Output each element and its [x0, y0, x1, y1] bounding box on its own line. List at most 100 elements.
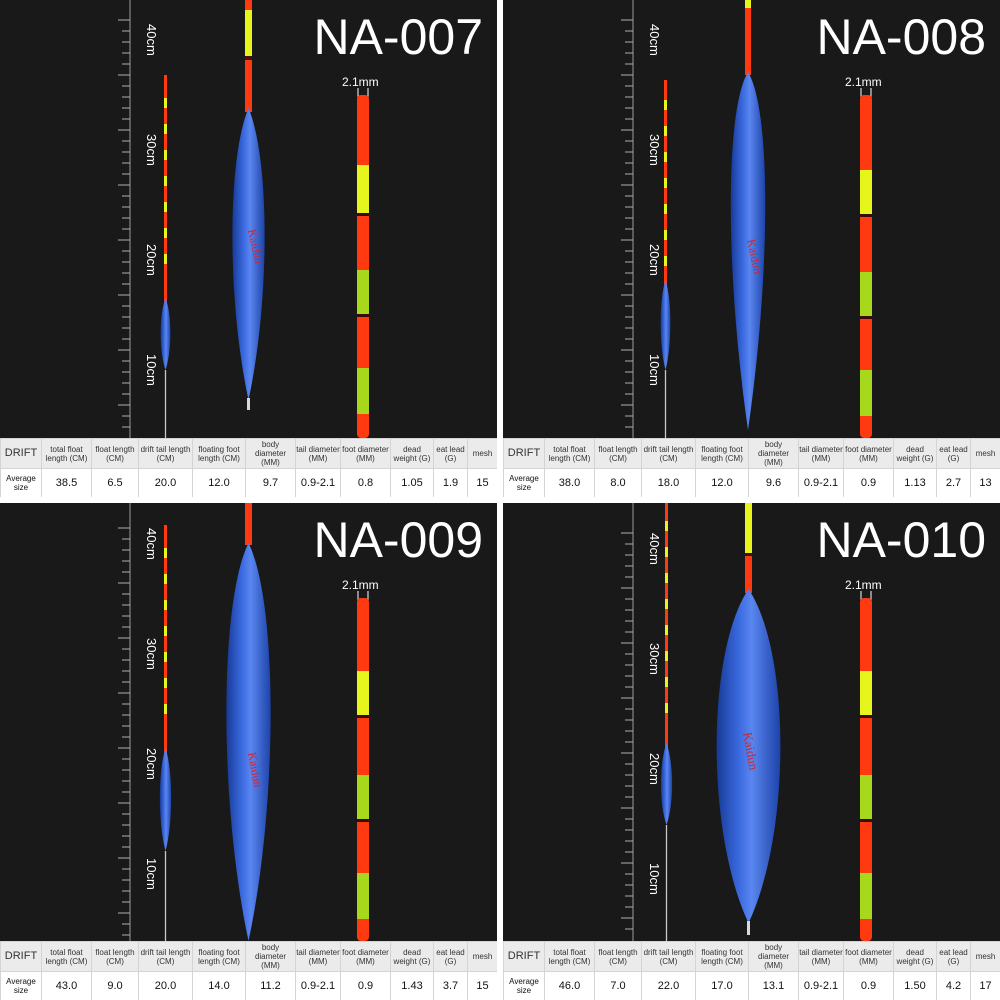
float-illustration: 40cm 30cm 20cm 10cm Kaidun [621, 0, 882, 438]
spec-table: DRIFT total float length (CM) float leng… [0, 438, 497, 497]
header-total-float-length: total float length (CM) [41, 438, 92, 469]
value-foot-diameter: 0.8 [340, 468, 391, 497]
tail-width-label: 2.1mm [342, 75, 379, 89]
ruler-ticks [118, 19, 130, 428]
ruler-label-30: 30cm [647, 134, 662, 166]
value-float-length: 8.0 [594, 468, 642, 497]
product-panel-na-007: 40cm 30cm 20cm 10cm [0, 0, 497, 497]
float-photo: 40cm 30cm 20cm 10cm Kaidun [0, 503, 497, 941]
spec-table: DRIFT total float length (CM) float leng… [0, 941, 497, 1000]
header-floating-foot-length: floating foot length (CM) [695, 941, 749, 972]
value-floating-foot-length: 12.0 [192, 468, 246, 497]
tail-enlargement: 2.1mm [342, 578, 379, 941]
value-float-length: 7.0 [594, 971, 642, 1000]
small-float [159, 525, 172, 941]
ruler-ticks [621, 19, 633, 428]
small-float [660, 80, 671, 438]
tail-enlargement: 2.1mm [342, 75, 379, 438]
float-photo: 40cm 30cm 20cm 10cm [503, 503, 1000, 941]
header-dead-weight: dead weight (G) [390, 941, 434, 972]
value-total-float-length: 38.0 [544, 468, 595, 497]
value-float-length: 9.0 [91, 971, 139, 1000]
value-body-diameter: 13.1 [748, 971, 799, 1000]
row-label-average-size: Average size [0, 468, 42, 497]
drift-header: DRIFT [503, 438, 545, 469]
ruler-label-20: 20cm [144, 748, 159, 780]
header-mesh: mesh [467, 941, 497, 972]
product-panel-na-009: 40cm 30cm 20cm 10cm Kaidun [0, 503, 497, 1000]
ruler-label-40: 40cm [647, 533, 662, 565]
header-drift-tail-length: drift tail length (CM) [641, 941, 696, 972]
ruler-ticks [118, 527, 130, 936]
ruler-label-20: 20cm [144, 244, 159, 276]
header-drift-tail-length: drift tail length (CM) [138, 941, 193, 972]
product-panel-na-008: 40cm 30cm 20cm 10cm Kaidun [503, 0, 1000, 497]
value-eat-lead: 1.9 [433, 468, 468, 497]
header-tail-diameter: tail diameter (MM) [798, 438, 844, 469]
tail-enlargement: 2.1mm [845, 578, 882, 941]
value-body-diameter: 9.6 [748, 468, 799, 497]
ruler-label-30: 30cm [144, 134, 159, 166]
header-foot-diameter: foot diameter (MM) [843, 941, 894, 972]
row-label-average-size: Average size [503, 971, 545, 1000]
header-tail-diameter: tail diameter (MM) [295, 941, 341, 972]
value-foot-diameter: 0.9 [340, 971, 391, 1000]
value-floating-foot-length: 12.0 [695, 468, 749, 497]
spec-table: DRIFT total float length (CM) float leng… [503, 438, 1000, 497]
ruler-label-10: 10cm [647, 863, 662, 895]
value-eat-lead: 3.7 [433, 971, 468, 1000]
value-body-diameter: 11.2 [245, 971, 296, 1000]
model-title: NA-008 [816, 9, 986, 65]
header-body-diameter: body diameter (MM) [245, 941, 296, 972]
model-title: NA-007 [313, 9, 483, 65]
value-drift-tail-length: 22.0 [641, 971, 696, 1000]
value-foot-diameter: 0.9 [843, 971, 894, 1000]
ruler-label-40: 40cm [647, 24, 662, 56]
header-mesh: mesh [467, 438, 497, 469]
svg-text:Kaidun: Kaidun [245, 751, 265, 788]
header-foot-diameter: foot diameter (MM) [843, 438, 894, 469]
value-floating-foot-length: 17.0 [695, 971, 749, 1000]
tail-enlargement: 2.1mm [845, 75, 882, 438]
header-body-diameter: body diameter (MM) [748, 438, 799, 469]
product-panel-na-010: 40cm 30cm 20cm 10cm [503, 503, 1000, 1000]
value-total-float-length: 46.0 [544, 971, 595, 1000]
header-float-length: float length (CM) [594, 941, 642, 972]
header-tail-diameter: tail diameter (MM) [295, 438, 341, 469]
value-total-float-length: 38.5 [41, 468, 92, 497]
value-eat-lead: 4.2 [936, 971, 971, 1000]
header-mesh: mesh [970, 941, 1000, 972]
header-body-diameter: body diameter (MM) [748, 941, 799, 972]
header-foot-diameter: foot diameter (MM) [340, 941, 391, 972]
float-photo: 40cm 30cm 20cm 10cm [0, 0, 497, 438]
row-label-average-size: Average size [503, 468, 545, 497]
value-float-length: 6.5 [91, 468, 139, 497]
large-float: Kaidun [226, 503, 271, 941]
header-float-length: float length (CM) [91, 438, 139, 469]
value-mesh: 17 [970, 971, 1000, 1000]
header-tail-diameter: tail diameter (MM) [798, 941, 844, 972]
drift-header: DRIFT [0, 941, 42, 972]
float-photo: 40cm 30cm 20cm 10cm Kaidun [503, 0, 1000, 438]
header-total-float-length: total float length (CM) [544, 941, 595, 972]
value-drift-tail-length: 18.0 [641, 468, 696, 497]
ruler-label-20: 20cm [647, 753, 662, 785]
value-total-float-length: 43.0 [41, 971, 92, 1000]
value-foot-diameter: 0.9 [843, 468, 894, 497]
value-dead-weight: 1.50 [893, 971, 937, 1000]
value-mesh: 15 [467, 468, 497, 497]
value-tail-diameter: 0.9-2.1 [295, 468, 341, 497]
header-foot-diameter: foot diameter (MM) [340, 438, 391, 469]
header-dead-weight: dead weight (G) [893, 438, 937, 469]
value-tail-diameter: 0.9-2.1 [798, 468, 844, 497]
value-body-diameter: 9.7 [245, 468, 296, 497]
header-eat-lead: eat lead (G) [936, 438, 971, 469]
spec-table: DRIFT total float length (CM) float leng… [503, 941, 1000, 1000]
ruler-ticks [621, 532, 633, 930]
value-dead-weight: 1.43 [390, 971, 434, 1000]
value-drift-tail-length: 20.0 [138, 971, 193, 1000]
drift-header: DRIFT [0, 438, 42, 469]
ruler-label-20: 20cm [647, 244, 662, 276]
header-eat-lead: eat lead (G) [433, 941, 468, 972]
svg-text:Kaidun: Kaidun [740, 731, 762, 772]
